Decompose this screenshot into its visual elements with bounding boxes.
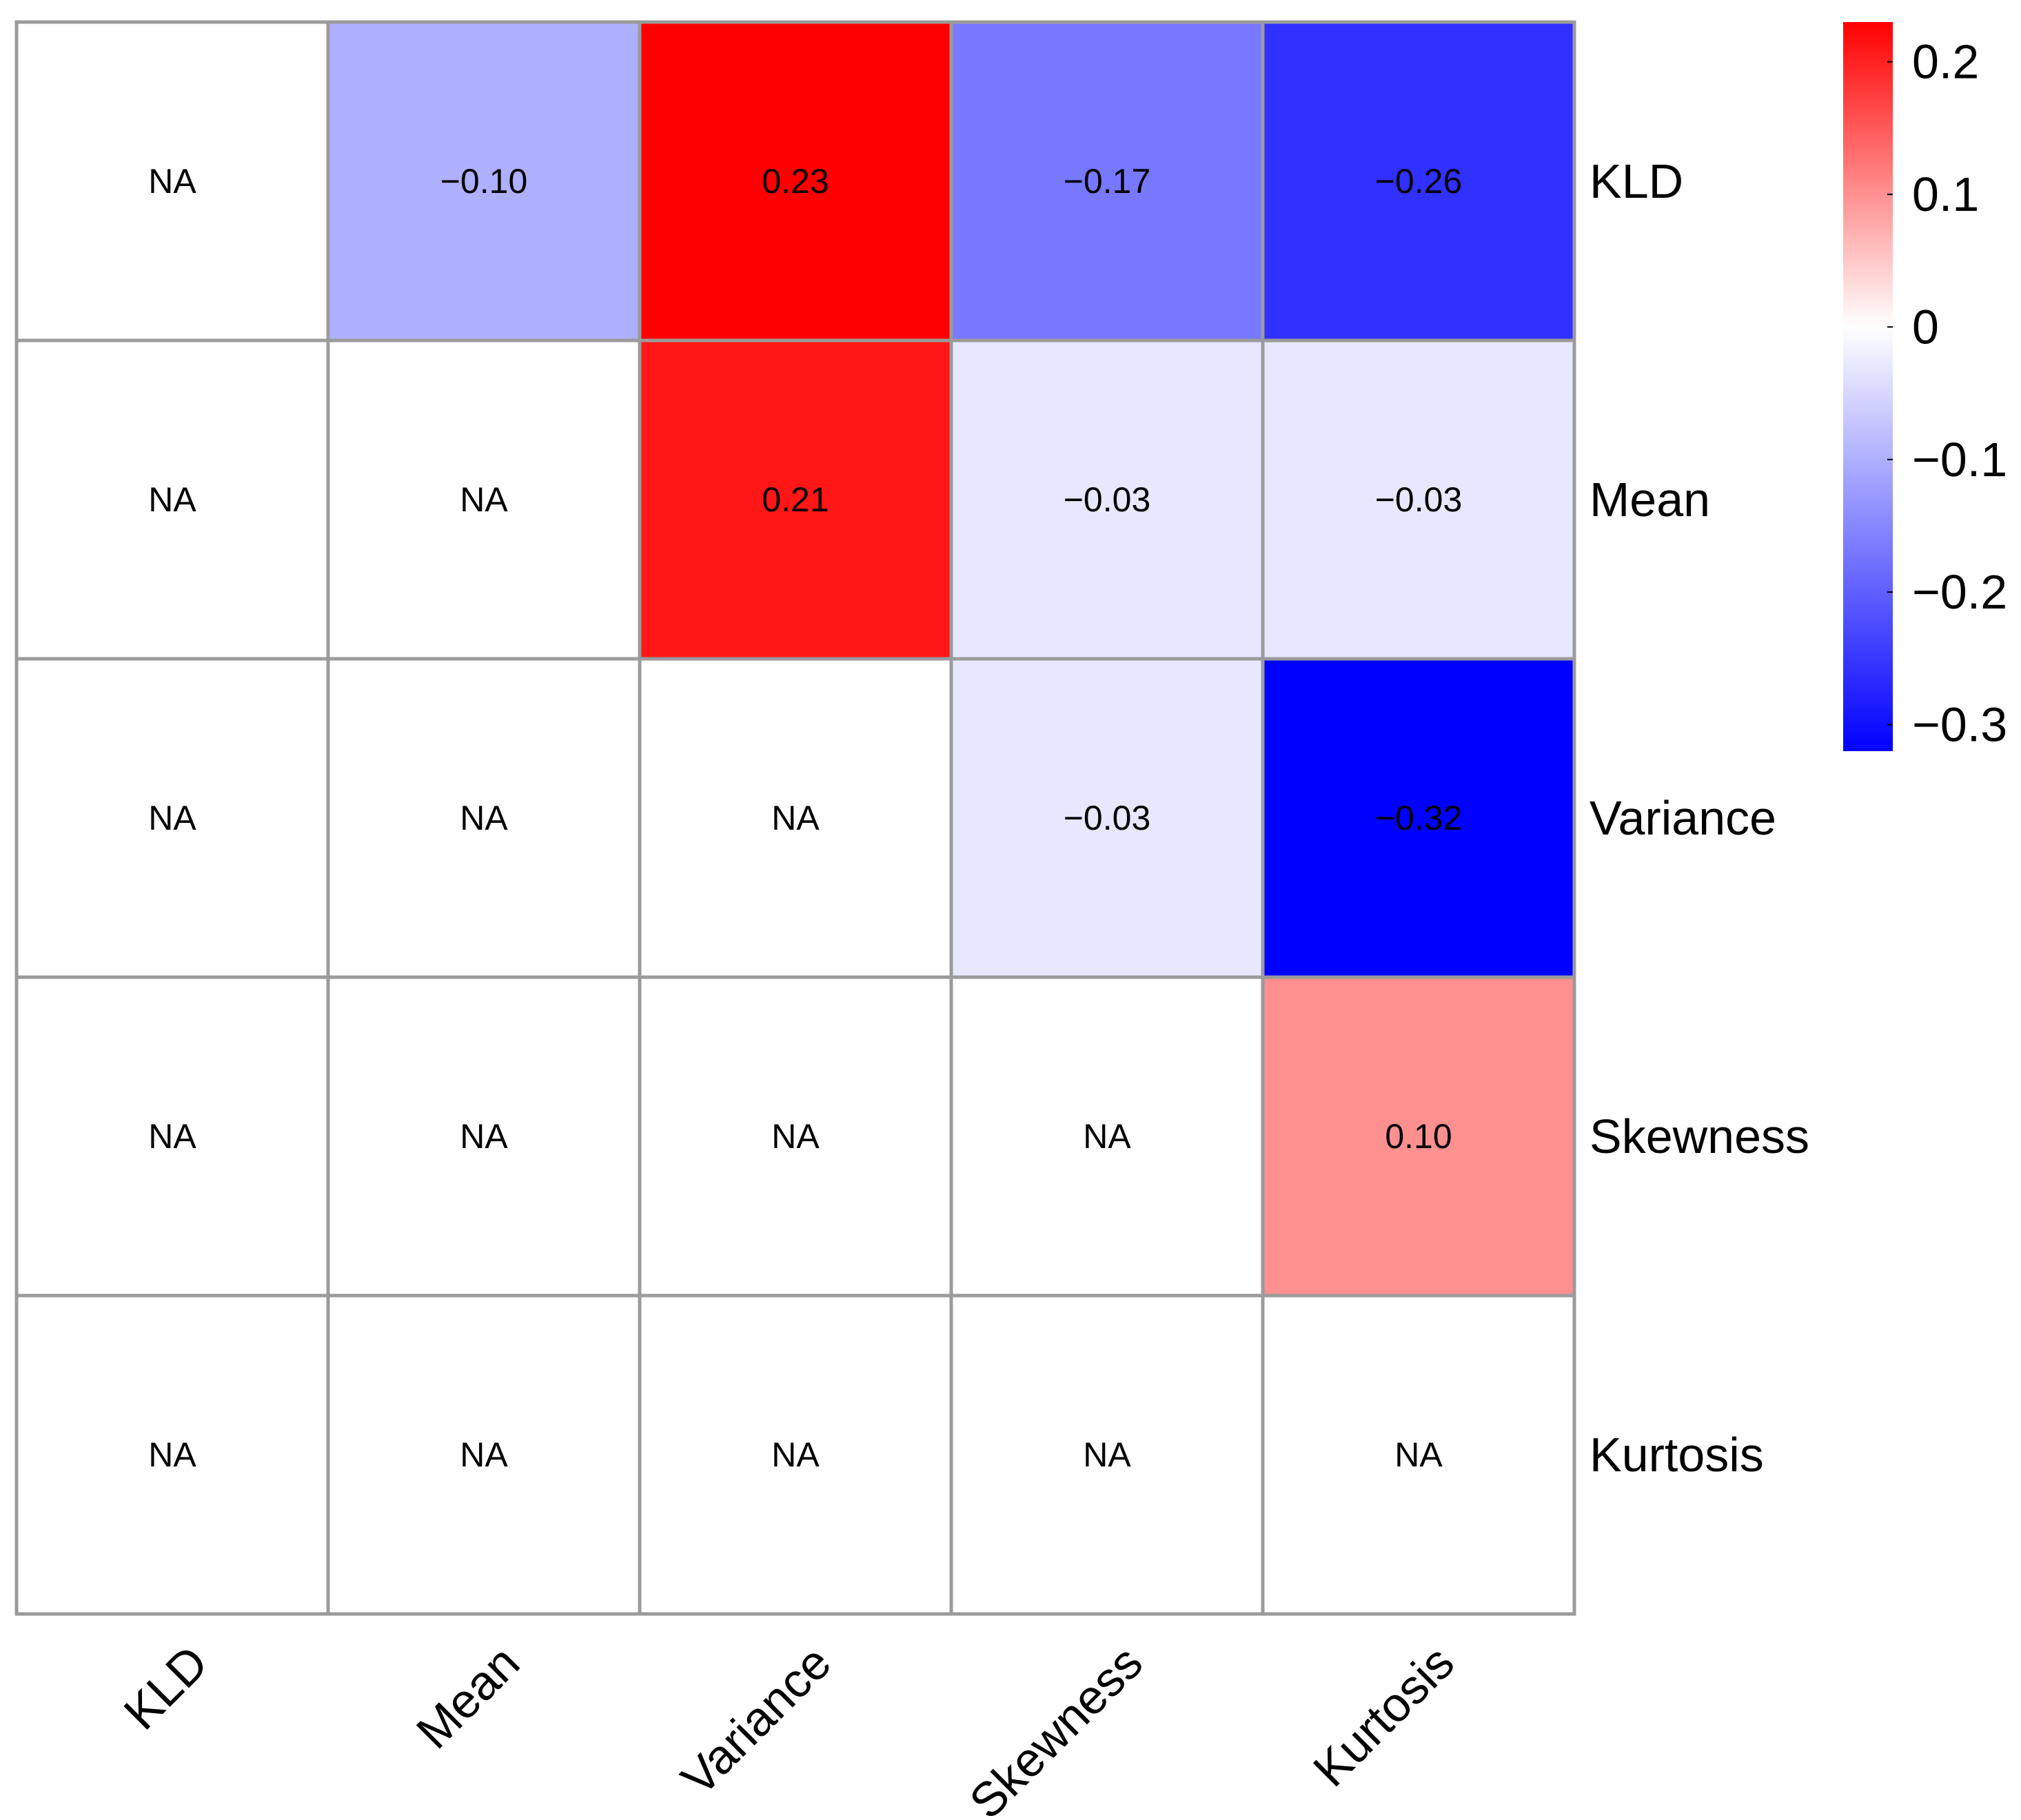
heatmap-cells: NA −0.10 0.23 −0.17 −0.26 NA NA 0.21 −0.03 −0.03 N… — [14, 20, 1576, 1616]
cell-value-label: NA — [1394, 1435, 1443, 1474]
column-label: KLD — [114, 1635, 218, 1739]
cell-value-label: NA — [460, 480, 508, 519]
cell-value-label: NA — [771, 1117, 820, 1156]
cell-value-label: −0.03 — [1064, 799, 1151, 837]
heatmap-cell — [326, 657, 642, 979]
heatmap-cell — [14, 975, 330, 1298]
cell-value-label: NA — [148, 1435, 196, 1474]
cell-value-label: −0.26 — [1375, 162, 1463, 201]
heatmap-cell — [1261, 1294, 1576, 1616]
cell-value-label: NA — [148, 799, 196, 837]
cell-value-label: NA — [148, 480, 196, 519]
cell-value-label: −0.17 — [1064, 162, 1151, 201]
cell-value-label: −0.03 — [1375, 480, 1463, 519]
row-label: Mean — [1590, 473, 1710, 526]
colorbar-tick-label: −0.2 — [1912, 565, 2007, 619]
heatmap-cell — [1261, 975, 1576, 1298]
row-label: KLD — [1590, 154, 1683, 208]
cell-value-label: NA — [148, 162, 196, 201]
row-label: Variance — [1590, 791, 1776, 845]
cell-value-label: −0.32 — [1375, 799, 1463, 837]
cell-value-label: NA — [460, 1435, 508, 1474]
heatmap-cell — [326, 20, 642, 342]
colorbar-gradient — [1843, 22, 1893, 751]
cell-value-label: NA — [771, 799, 820, 837]
row-labels: KLD Mean Variance Skewness Kurtosis — [1590, 154, 1809, 1482]
colorbar-tick-label: −0.3 — [1912, 698, 2007, 752]
cell-value-label: NA — [1083, 1435, 1131, 1474]
heatmap-cell — [1261, 338, 1576, 661]
cell-value-label: NA — [460, 799, 508, 837]
heatmap-cell — [638, 1294, 953, 1616]
cell-value-label: −0.03 — [1064, 480, 1151, 519]
column-label: Variance — [671, 1635, 841, 1806]
row-label: Kurtosis — [1590, 1428, 1764, 1482]
heatmap-cell — [949, 20, 1265, 342]
colorbar-tick-label: 0 — [1912, 300, 1939, 354]
colorbar-tick-label: 0.2 — [1912, 35, 1979, 89]
cell-value-label: 0.10 — [1385, 1117, 1452, 1156]
heatmap-cell — [326, 975, 642, 1298]
heatmap-cell — [14, 338, 330, 661]
heatmap-cell — [1261, 20, 1576, 342]
heatmap-cell — [1261, 657, 1576, 979]
heatmap-cell — [638, 20, 953, 342]
heatmap-cell — [949, 975, 1265, 1298]
cell-value-label: NA — [1083, 1117, 1131, 1156]
heatmap-cell — [638, 975, 953, 1298]
colorbar-legend: 0.2 0.1 0 −0.1 −0.2 −0.3 — [1843, 22, 2007, 752]
heatmap-cell — [949, 657, 1265, 979]
cell-value-label: NA — [771, 1435, 820, 1474]
cell-value-label: NA — [148, 1117, 196, 1156]
heatmap-cell — [638, 338, 953, 661]
column-labels: KLD Mean Variance Skewness Kurtosis — [114, 1635, 1464, 1820]
cell-value-label: 0.23 — [762, 162, 829, 201]
cell-value-label: −0.10 — [440, 162, 528, 201]
colorbar-tick-label: −0.1 — [1912, 433, 2007, 487]
column-label: Kurtosis — [1303, 1635, 1464, 1797]
heatmap-cell — [14, 1294, 330, 1616]
heatmap-cell — [14, 20, 330, 342]
row-label: Skewness — [1590, 1110, 1809, 1163]
heatmap-cell — [326, 1294, 642, 1616]
cell-value-label: NA — [460, 1117, 508, 1156]
column-label: Mean — [406, 1635, 529, 1759]
column-label: Skewness — [959, 1635, 1152, 1820]
heatmap-cell — [638, 657, 953, 979]
cell-value-label: 0.21 — [762, 480, 829, 519]
colorbar-tick-label: 0.1 — [1912, 167, 1979, 221]
